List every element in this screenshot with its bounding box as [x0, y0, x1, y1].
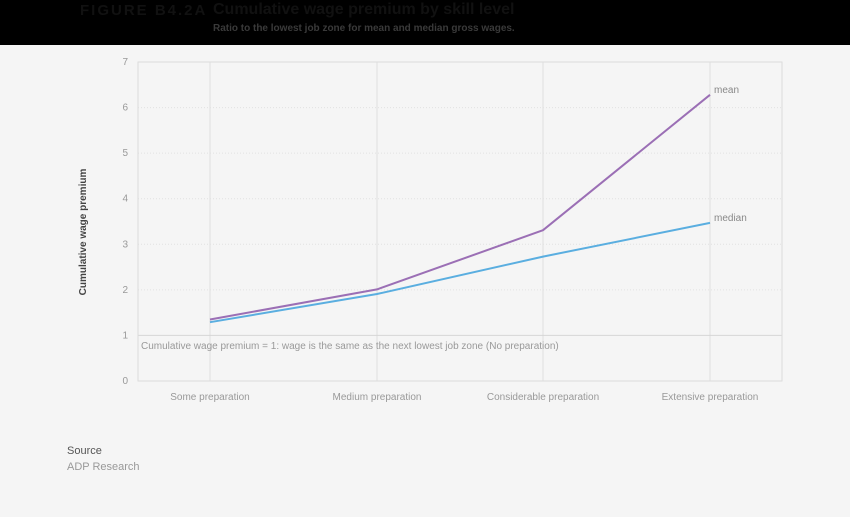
- series-lines: mean median: [209, 85, 747, 324]
- y-tick-label: 4: [122, 194, 128, 205]
- y-tick-label: 6: [122, 103, 128, 114]
- y-tick-label: 1: [122, 330, 128, 341]
- chart-subtitle: Ratio to the lowest job zone for mean an…: [213, 23, 515, 34]
- x-tick-label: Some preparation: [170, 392, 250, 403]
- figure-label: FIGURE B4.2A: [80, 2, 208, 19]
- y-axis-label: Cumulative wage premium: [78, 169, 89, 296]
- series-line-median: [209, 221, 711, 324]
- gridlines: [138, 62, 782, 381]
- y-axis-ticks: 0 1 2 3 4 5 6 7: [122, 57, 128, 387]
- chart-title: Cumulative wage premium by skill level: [213, 1, 515, 18]
- series-line-mean: [209, 94, 711, 321]
- x-tick-label: Extensive preparation: [662, 392, 759, 403]
- plot-frame: [137, 61, 783, 382]
- source-heading: Source: [67, 445, 102, 457]
- y-tick-label: 3: [122, 239, 128, 250]
- y-tick-label: 5: [122, 148, 128, 159]
- baseline-annotation: Cumulative wage premium = 1: wage is the…: [141, 341, 559, 352]
- y-tick-label: 2: [122, 285, 128, 296]
- x-tick-label: Medium preparation: [333, 392, 422, 403]
- source-value: ADP Research: [67, 461, 140, 473]
- y-tick-label: 7: [122, 57, 128, 68]
- x-tick-label: Considerable preparation: [487, 392, 599, 403]
- x-axis-ticks: Some preparation Medium preparation Consid…: [170, 392, 758, 403]
- header-bar: FIGURE B4.2A Cumulative wage premium by …: [0, 0, 850, 45]
- y-tick-label: 0: [122, 376, 128, 387]
- series-label-median: median: [714, 213, 747, 224]
- series-label-mean: mean: [714, 85, 739, 96]
